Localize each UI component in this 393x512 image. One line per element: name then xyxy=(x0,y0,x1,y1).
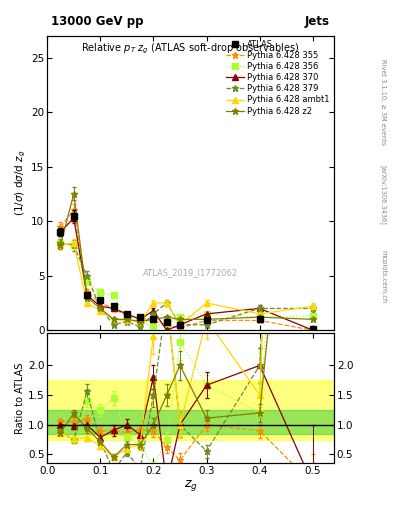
Y-axis label: $(1/\sigma)$ d$\sigma$/d $z_g$: $(1/\sigma)$ d$\sigma$/d $z_g$ xyxy=(14,150,28,216)
Bar xyxy=(47,410,334,434)
Text: Rivet 3.1.10, ≥ 3M events: Rivet 3.1.10, ≥ 3M events xyxy=(380,59,386,145)
Text: Relative $p_T$ $z_g$ (ATLAS soft-drop observables): Relative $p_T$ $z_g$ (ATLAS soft-drop ob… xyxy=(81,42,300,56)
Text: Jets: Jets xyxy=(305,15,330,28)
Text: [arXiv:1306.3436]: [arXiv:1306.3436] xyxy=(380,165,387,224)
Y-axis label: Ratio to ATLAS: Ratio to ATLAS xyxy=(15,362,25,434)
Text: mcplots.cern.ch: mcplots.cern.ch xyxy=(380,250,386,303)
Text: 13000 GeV pp: 13000 GeV pp xyxy=(51,15,143,28)
X-axis label: $z_g$: $z_g$ xyxy=(184,478,198,493)
Bar xyxy=(47,380,334,440)
Legend: ATLAS, Pythia 6.428 355, Pythia 6.428 356, Pythia 6.428 370, Pythia 6.428 379, P: ATLAS, Pythia 6.428 355, Pythia 6.428 35… xyxy=(224,38,332,117)
Text: ATLAS_2019_I1772062: ATLAS_2019_I1772062 xyxy=(143,268,238,278)
